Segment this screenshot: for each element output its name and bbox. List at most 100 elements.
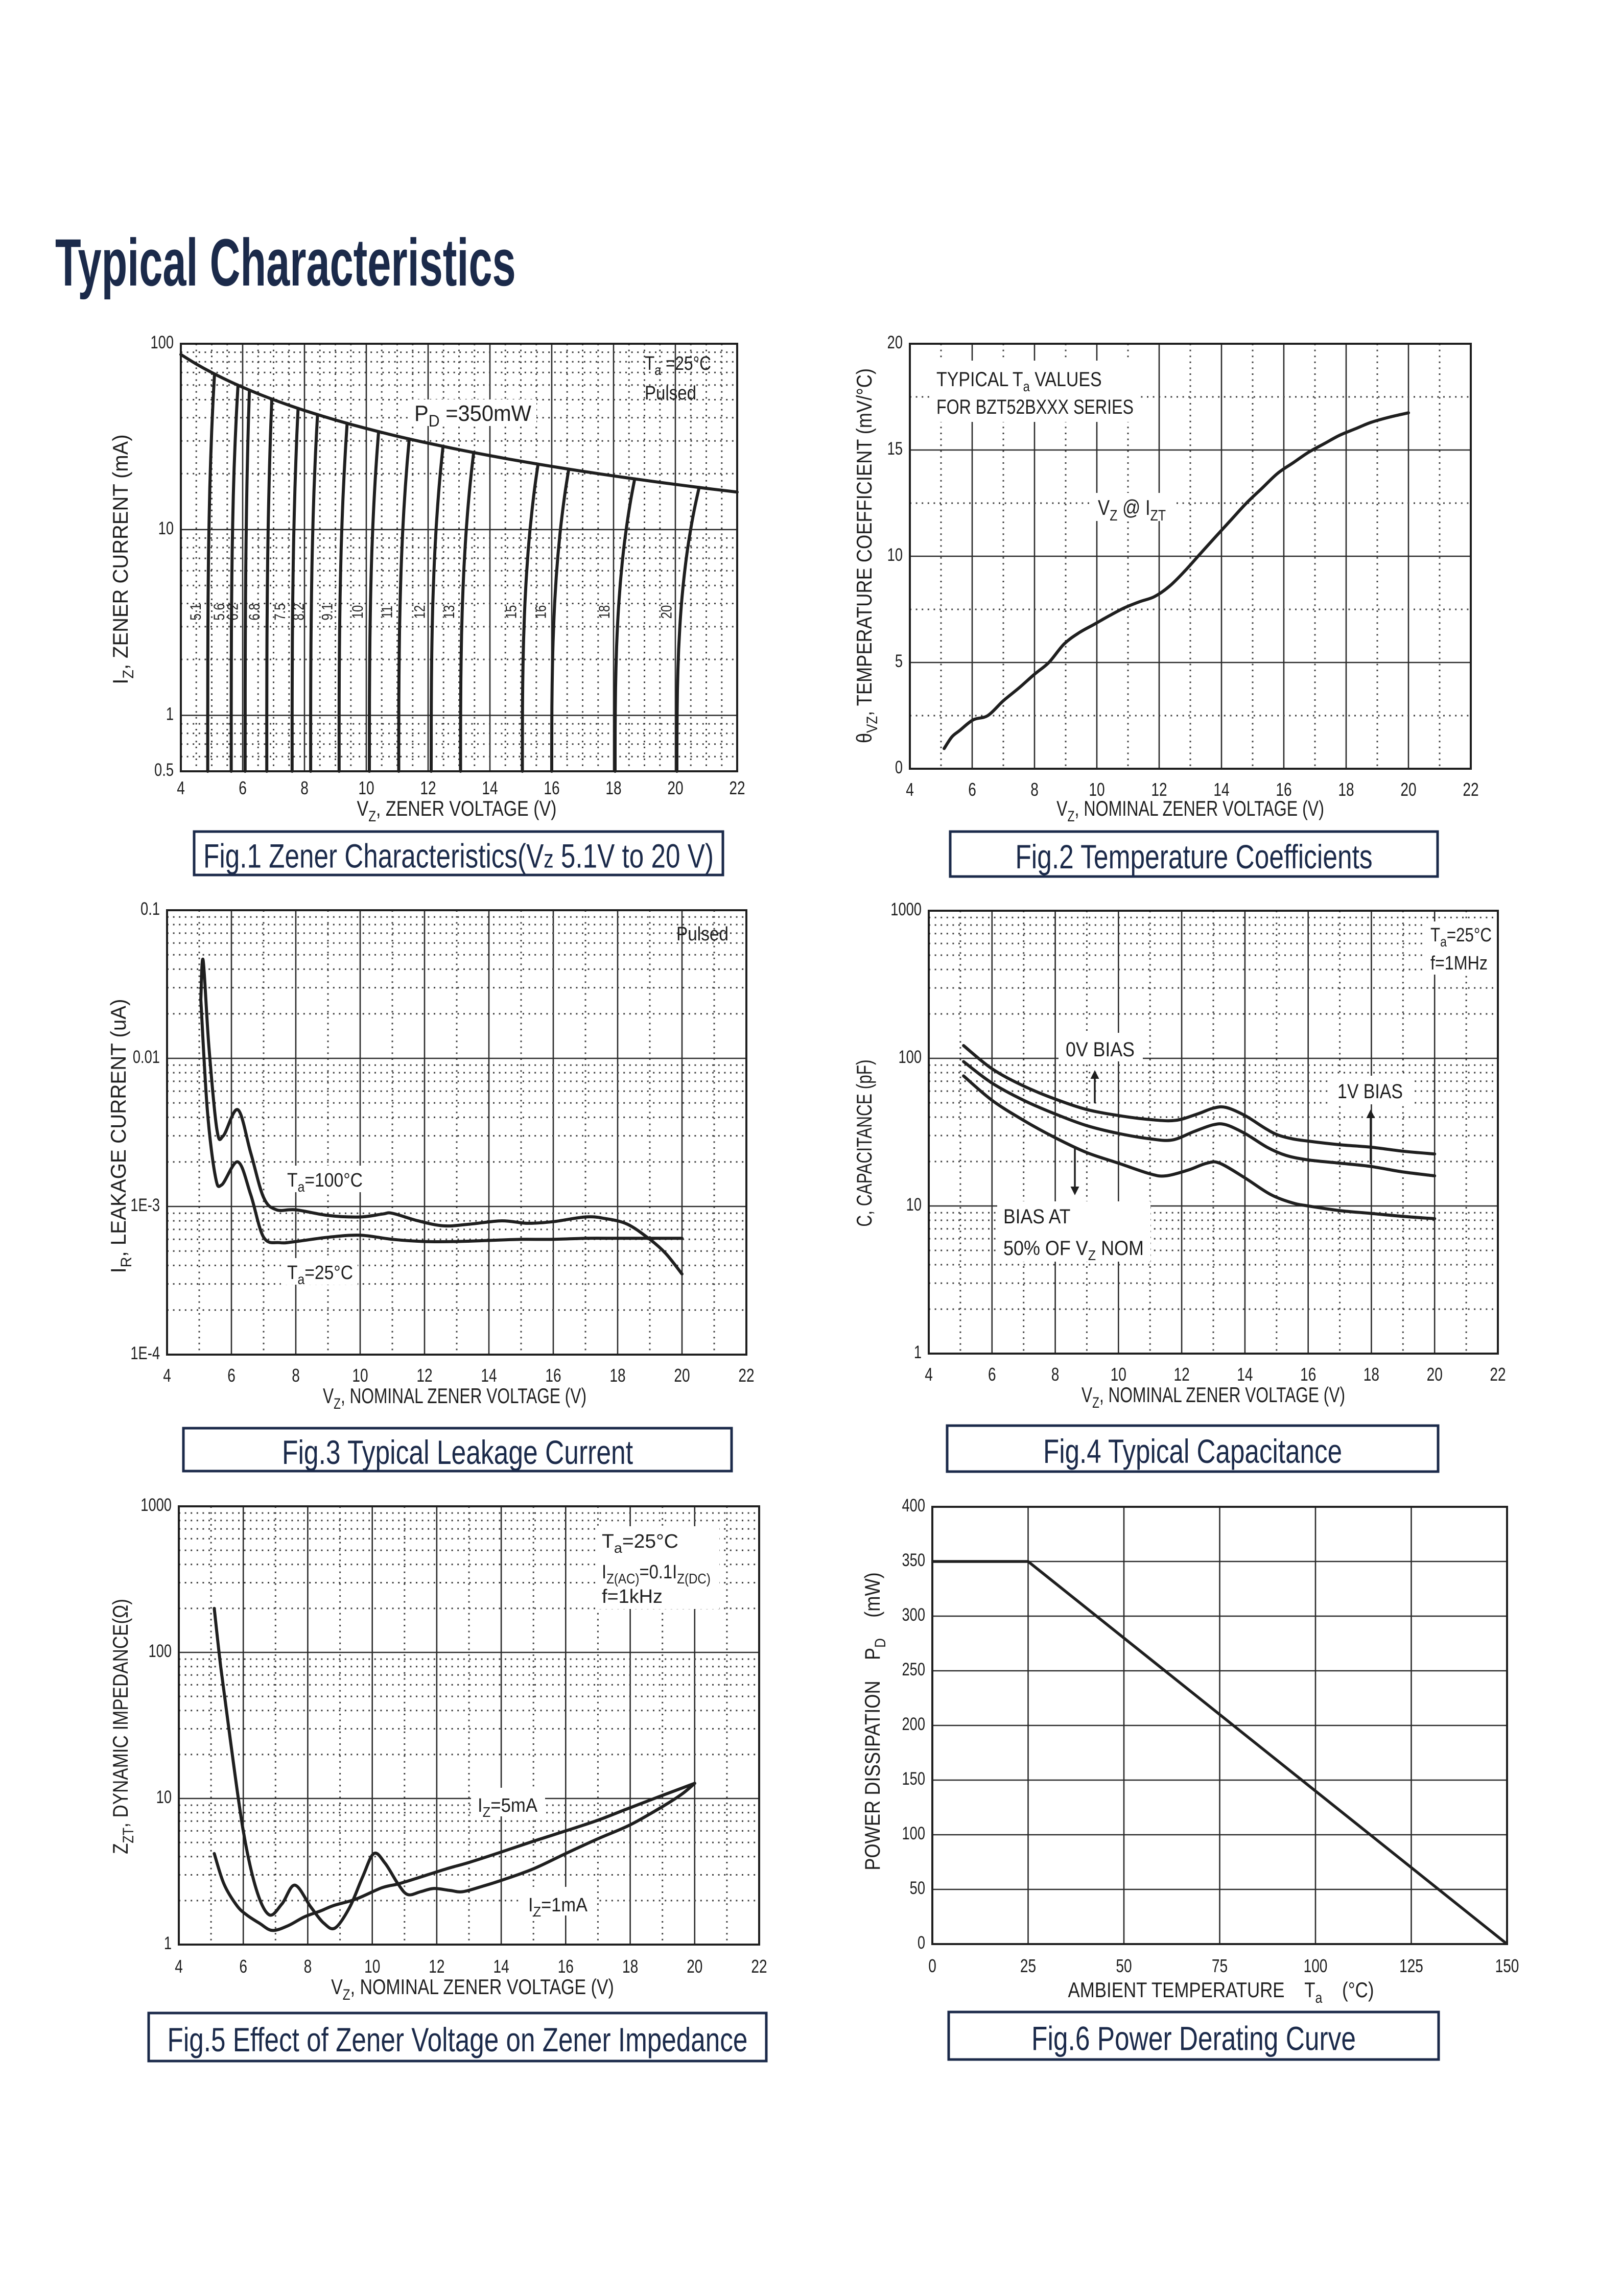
svg-text:VZ, NOMINAL ZENER VOLTAGE (V): VZ, NOMINAL ZENER VOLTAGE (V) — [1082, 1383, 1345, 1411]
svg-text:10: 10 — [158, 518, 174, 538]
svg-text:6: 6 — [968, 779, 976, 800]
svg-text:22: 22 — [1463, 779, 1478, 800]
svg-text:16: 16 — [544, 778, 559, 798]
svg-text:6: 6 — [239, 1956, 247, 1977]
svg-text:Ta=25°C: Ta=25°C — [1430, 925, 1492, 950]
svg-text:18: 18 — [605, 778, 621, 798]
svg-text:Fig.3 Typical Leakage Current: Fig.3 Typical Leakage Current — [282, 1433, 633, 1472]
svg-text:100: 100 — [902, 1824, 925, 1843]
svg-text:VZ, ZENER VOLTAGE (V): VZ, ZENER VOLTAGE (V) — [357, 797, 557, 825]
svg-text:IZ=1mA: IZ=1mA — [528, 1893, 588, 1920]
svg-text:POWER DISSIPATION PD (mW: POWER DISSIPATION PD (mW) — [861, 1572, 889, 1871]
svg-text:18: 18 — [1338, 779, 1354, 800]
svg-text:FOR BZT52BXXX SERIES: FOR BZT52BXXX SERIES — [936, 395, 1134, 418]
svg-text:8.2: 8.2 — [290, 603, 307, 620]
svg-text:6.8: 6.8 — [246, 603, 263, 620]
svg-text:1V BIAS: 1V BIAS — [1337, 1079, 1403, 1102]
svg-text:15: 15 — [502, 605, 520, 619]
svg-text:TYPICAL Ta VALUES: TYPICAL Ta VALUES — [936, 367, 1102, 394]
svg-text:f=1MHz: f=1MHz — [1430, 953, 1488, 974]
svg-text:6: 6 — [239, 778, 247, 798]
svg-text:14: 14 — [493, 1956, 509, 1977]
svg-text:150: 150 — [902, 1769, 925, 1789]
svg-text:9.1: 9.1 — [318, 603, 336, 620]
svg-text:10: 10 — [358, 778, 374, 798]
svg-text:1: 1 — [164, 1933, 172, 1953]
svg-text:Ta=25°C: Ta=25°C — [602, 1530, 678, 1556]
svg-text:Fig.6 Power Derating Curve: Fig.6 Power Derating Curve — [1031, 2019, 1356, 2057]
svg-text:250: 250 — [902, 1660, 925, 1679]
svg-text:4: 4 — [177, 778, 185, 798]
svg-text:Fig.2 Temperature Coefficients: Fig.2 Temperature Coefficients — [1015, 838, 1372, 876]
svg-text:Pulsed: Pulsed — [645, 382, 696, 404]
svg-text:1E-4: 1E-4 — [130, 1343, 160, 1363]
svg-text:0: 0 — [895, 758, 903, 777]
svg-text:16: 16 — [558, 1956, 574, 1977]
svg-text:100: 100 — [150, 333, 174, 352]
svg-text:12: 12 — [420, 778, 436, 798]
svg-text:10: 10 — [1089, 779, 1104, 800]
svg-text:10: 10 — [887, 545, 903, 565]
svg-text:100: 100 — [1304, 1956, 1328, 1976]
svg-text:8: 8 — [300, 778, 309, 798]
svg-text:18: 18 — [1364, 1364, 1379, 1385]
svg-text:25: 25 — [1020, 1956, 1036, 1976]
svg-text:Fig.5 Effect of Zener Voltage: Fig.5 Effect of Zener Voltage on Zener I… — [168, 2021, 748, 2059]
svg-text:100: 100 — [148, 1641, 172, 1661]
svg-text:6: 6 — [988, 1364, 996, 1385]
svg-text:20: 20 — [687, 1956, 702, 1977]
svg-text:0V BIAS: 0V BIAS — [1066, 1038, 1135, 1061]
svg-text:20: 20 — [1400, 779, 1416, 800]
svg-text:100: 100 — [898, 1047, 922, 1067]
svg-text:1000: 1000 — [140, 1495, 172, 1515]
svg-text:Ta=25°C: Ta=25°C — [287, 1262, 353, 1287]
svg-text:20: 20 — [667, 778, 683, 798]
svg-text:22: 22 — [751, 1956, 767, 1977]
svg-text:4: 4 — [925, 1364, 933, 1385]
svg-text:150: 150 — [1495, 1956, 1519, 1976]
svg-text:14: 14 — [481, 1365, 497, 1386]
svg-text:50: 50 — [910, 1878, 925, 1898]
svg-text:0.1: 0.1 — [140, 899, 160, 919]
svg-text:22: 22 — [729, 778, 745, 798]
svg-text:Typical Characteristics: Typical Characteristics — [55, 226, 516, 300]
svg-text:11: 11 — [378, 606, 395, 619]
svg-text:0: 0 — [918, 1933, 925, 1953]
svg-text:IZ=5mA: IZ=5mA — [478, 1794, 538, 1820]
svg-text:VZ @ IZT: VZ @ IZT — [1098, 496, 1166, 524]
svg-text:IZ, ZENER CURRENT (mA): IZ, ZENER CURRENT (mA) — [108, 434, 137, 684]
svg-text:350: 350 — [902, 1550, 925, 1570]
svg-text:6.2: 6.2 — [224, 603, 241, 620]
svg-text:θVZ, TEMPERATURE COEFFICIENT (: θVZ, TEMPERATURE COEFFICIENT (mV/°C) — [853, 368, 881, 743]
svg-text:Ta =25°C: Ta =25°C — [645, 352, 711, 378]
svg-text:12: 12 — [416, 1365, 432, 1386]
svg-text:50: 50 — [1116, 1956, 1132, 1976]
svg-text:12: 12 — [1151, 779, 1167, 800]
svg-text:20: 20 — [657, 605, 675, 619]
svg-text:0: 0 — [928, 1956, 936, 1976]
svg-text:5.1: 5.1 — [186, 603, 204, 620]
svg-text:18: 18 — [622, 1956, 638, 1977]
svg-text:IR, LEAKAGE CURRENT (uA): IR, LEAKAGE CURRENT (uA) — [106, 999, 135, 1273]
svg-text:12: 12 — [1173, 1364, 1189, 1385]
svg-text:5.6: 5.6 — [210, 603, 227, 620]
svg-text:22: 22 — [738, 1365, 754, 1386]
svg-text:200: 200 — [902, 1714, 925, 1734]
svg-text:22: 22 — [1490, 1364, 1506, 1385]
svg-text:Fig.4 Typical Capacitance: Fig.4 Typical Capacitance — [1043, 1433, 1342, 1471]
svg-text:VZ, NOMINAL ZENER VOLTAGE (V): VZ, NOMINAL ZENER VOLTAGE (V) — [323, 1384, 586, 1412]
svg-text:4: 4 — [175, 1956, 183, 1977]
svg-text:14: 14 — [1237, 1364, 1253, 1385]
svg-text:13: 13 — [440, 605, 457, 619]
svg-text:0.5: 0.5 — [154, 760, 174, 780]
svg-text:20: 20 — [887, 333, 903, 352]
svg-text:20: 20 — [674, 1365, 690, 1386]
svg-text:16: 16 — [1300, 1364, 1316, 1385]
svg-text:400: 400 — [902, 1496, 925, 1516]
svg-text:10: 10 — [156, 1787, 172, 1807]
svg-text:f=1kHz: f=1kHz — [602, 1586, 663, 1607]
svg-text:ZZT, DYNAMIC IMPEDANCE(Ω): ZZT, DYNAMIC IMPEDANCE(Ω) — [109, 1599, 136, 1854]
svg-text:1: 1 — [166, 704, 174, 724]
svg-text:125: 125 — [1399, 1956, 1423, 1976]
svg-text:5: 5 — [895, 651, 903, 671]
